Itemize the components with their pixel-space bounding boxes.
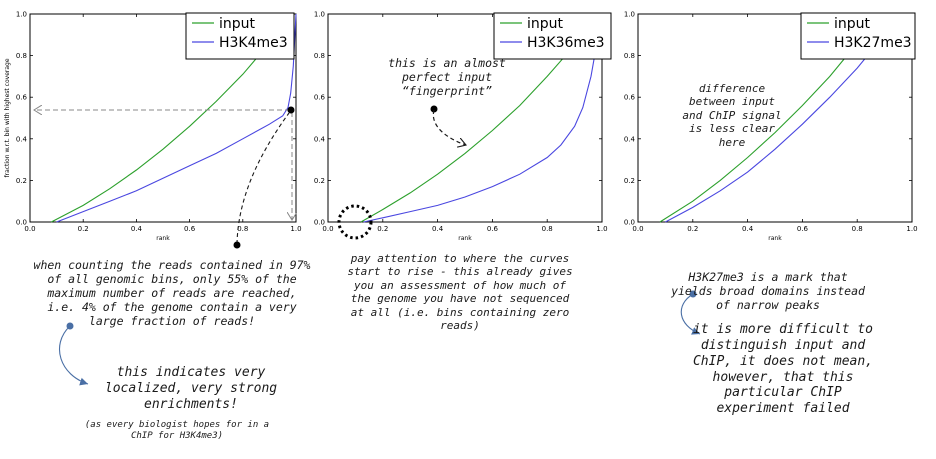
- y-tick-label: 0.0: [624, 219, 635, 227]
- y-tick-label: 1.0: [314, 11, 325, 19]
- y-tick-label: 0.6: [624, 94, 636, 102]
- x-tick-label: 0.8: [852, 225, 863, 233]
- x-tick-label: 0.4: [742, 225, 754, 233]
- legend-entry-h3k27me3: H3K27me3: [834, 35, 912, 51]
- y-tick-label: 0.6: [314, 94, 326, 102]
- x-axis-label: rank: [156, 235, 170, 242]
- y-tick-label: 0.8: [624, 52, 635, 60]
- x-tick-label: 0.6: [184, 225, 196, 233]
- x-tick-label: 1.0: [906, 225, 917, 233]
- note-curves-start: pay attention to where the curves start …: [347, 252, 573, 333]
- y-tick-label: 1.0: [16, 11, 27, 19]
- curved-arrow-p3: [680, 293, 701, 335]
- x-tick-label: 0.6: [487, 225, 499, 233]
- legend-entry-h3k4me3: H3K4me3: [219, 35, 288, 51]
- legend-entry-h3k36me3: H3K36me3: [527, 35, 605, 51]
- x-tick-label: 1.0: [290, 225, 301, 233]
- annotation-arrows: [34, 105, 701, 386]
- y-tick-label: 0.0: [314, 219, 325, 227]
- series-line-h3k4me3: [56, 13, 297, 223]
- legend-entry-input: input: [527, 16, 564, 32]
- x-tick-label: 0.2: [687, 225, 698, 233]
- x-tick-label: 0.2: [78, 225, 89, 233]
- x-tick-label: 0.4: [131, 225, 143, 233]
- x-tick-label: 0.0: [632, 225, 643, 233]
- x-tick-label: 0.8: [542, 225, 553, 233]
- x-tick-label: 0.4: [432, 225, 444, 233]
- note-counting-reads: when counting the reads contained in 97%…: [33, 258, 311, 329]
- series-line-h3k36me3: [363, 13, 603, 223]
- marker-dot-97pct: [287, 106, 295, 114]
- y-tick-label: 0.2: [314, 177, 325, 185]
- marker-dot-fingerprint: [430, 105, 438, 113]
- x-tick-label: 0.6: [797, 225, 809, 233]
- y-axis-label: fraction w.r.t. bin with highest coverag…: [4, 58, 11, 177]
- x-tick-label: 1.0: [596, 225, 607, 233]
- x-axis-label: rank: [768, 235, 782, 242]
- note-input-fingerprint: this is an almost perfect input “fingerp…: [388, 56, 506, 99]
- x-axis-label: rank: [458, 235, 472, 242]
- x-tick-label: 0.0: [24, 225, 35, 233]
- series-line-input: [360, 21, 595, 223]
- chart-panel-h3k4me3: 0.0 0.2 0.4 0.6 0.8 1.0 0.0 0.2 0.4 0.6 0.8 1.0 rank…: [4, 11, 302, 243]
- y-tick-label: 0.0: [16, 219, 27, 227]
- x-tick-label: 0.2: [377, 225, 388, 233]
- y-tick-label: 0.4: [624, 135, 636, 143]
- note-broad-domains: H3K27me3 is a mark that yields broad dom…: [671, 270, 865, 313]
- chart-panel-h3k27me3: 0.0 0.2 0.4 0.6 0.8 1.0 0.0 0.2 0.4 0.6 0.8 1.0 rank…: [624, 11, 918, 243]
- x-tick-label: 0.8: [237, 225, 248, 233]
- fingerprint-arrow: [432, 109, 466, 145]
- y-tick-label: 0.8: [16, 52, 27, 60]
- note-difference-less-clear: difference between input and ChIP signal…: [682, 82, 782, 149]
- x-tick-label: 0.0: [322, 225, 333, 233]
- note-localized-enrichments: this indicates very localized, very stro…: [104, 365, 278, 412]
- chart-panel-h3k36me3: 0.0 0.2 0.4 0.6 0.8 1.0 0.0 0.2 0.4 0.6 0.8 1.0 rank…: [314, 11, 612, 242]
- y-tick-label: 0.2: [624, 177, 635, 185]
- curved-arrow-p1: [59, 325, 89, 386]
- y-tick-label: 0.6: [16, 94, 28, 102]
- legend-box: [185, 12, 295, 60]
- y-tick-label: 0.4: [16, 135, 28, 143]
- y-tick-label: 1.0: [624, 11, 635, 19]
- note-biologist-hopes: (as every biologist hopes for in a ChIP …: [84, 420, 270, 441]
- curve-start-highlight-circle: [337, 204, 373, 240]
- legend-entry-input: input: [219, 16, 256, 32]
- y-tick-label: 0.4: [314, 135, 326, 143]
- legend-box: [800, 12, 916, 60]
- y-tick-label: 0.2: [16, 177, 27, 185]
- annotation-connector-p1: [236, 112, 290, 245]
- note-more-difficult: it is more difficult to distinguish inpu…: [692, 322, 873, 417]
- marker-dot-note-p1: [233, 241, 241, 249]
- legend-box: [493, 12, 612, 60]
- legend-entry-input: input: [834, 16, 871, 32]
- y-tick-label: 0.8: [314, 52, 325, 60]
